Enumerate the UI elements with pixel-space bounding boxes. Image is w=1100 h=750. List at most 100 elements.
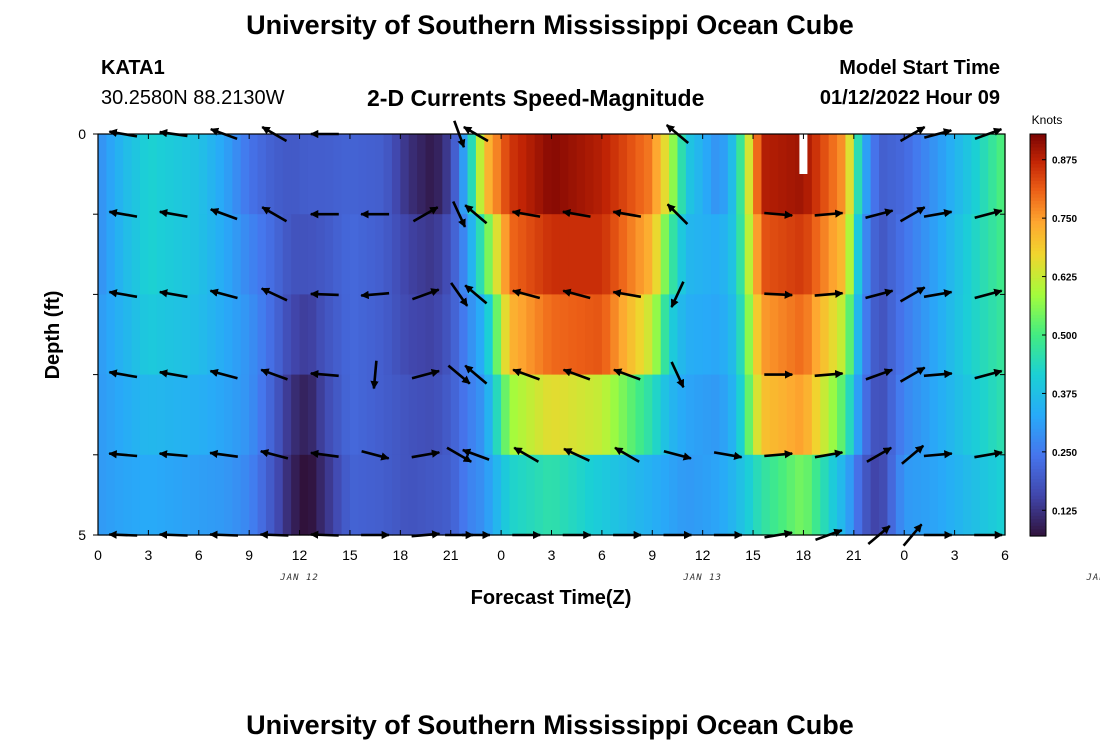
heatmap-cell <box>921 374 931 456</box>
heatmap-cell <box>123 294 133 376</box>
heatmap-cell <box>576 134 586 215</box>
heatmap-cell <box>921 214 931 295</box>
heatmap-cell <box>534 374 544 456</box>
colorbar-segment <box>1030 485 1046 490</box>
current-vector-arrow <box>899 206 926 223</box>
colorbar-tick-label: 0.250 <box>1052 448 1077 459</box>
heatmap-cell <box>156 134 166 215</box>
x-tick-label: 12 <box>292 547 308 563</box>
heatmap-cell <box>702 454 712 536</box>
heatmap-cell <box>425 134 435 215</box>
current-vector-arrow <box>108 289 138 299</box>
colorbar-segment <box>1030 184 1046 189</box>
heatmap-cell <box>543 134 553 215</box>
heatmap-cell <box>711 374 721 456</box>
heatmap-cell <box>585 454 595 536</box>
heatmap-cell <box>694 134 704 215</box>
colorbar-segment <box>1030 422 1046 427</box>
heatmap-cell <box>921 294 931 376</box>
heatmap-cell <box>601 374 611 456</box>
heatmap-cell <box>895 294 905 376</box>
heatmap-cell <box>568 294 578 376</box>
heatmap-cell <box>543 294 553 376</box>
heatmap-cell <box>744 134 754 215</box>
heatmap-cell <box>358 214 368 295</box>
heatmap-cell <box>341 134 351 215</box>
footer-title: University of Southern Mississippi Ocean… <box>246 710 854 740</box>
heatmap-cell <box>534 214 544 295</box>
colorbar-segment <box>1030 214 1046 219</box>
heatmap-cell <box>912 294 922 376</box>
heatmap-cell <box>307 294 317 376</box>
colorbar-segment <box>1030 234 1046 239</box>
heatmap-cell <box>895 214 905 295</box>
heatmap-cell <box>669 374 679 456</box>
heatmap-cell <box>249 374 259 456</box>
heatmap-cell <box>148 294 158 376</box>
heatmap-cell <box>475 374 485 456</box>
heatmap-cell <box>593 134 603 215</box>
heatmap-cell <box>274 374 284 456</box>
heatmap-cell <box>391 374 401 456</box>
heatmap-cell <box>123 214 133 295</box>
heatmap-cell <box>912 214 922 295</box>
heatmap-cell <box>492 134 502 215</box>
heatmap-cell <box>257 134 267 215</box>
current-vector-arrow <box>511 288 541 300</box>
heatmap-cell <box>484 374 494 456</box>
heatmap-cell <box>181 214 191 295</box>
heatmap-cell <box>459 214 469 295</box>
heatmap-cell <box>333 374 343 456</box>
heatmap-cell <box>484 214 494 295</box>
heatmap-cell <box>165 214 175 295</box>
current-vector-arrow <box>464 204 488 225</box>
chart-subtitle: 2-D Currents Speed-Magnitude <box>367 85 705 111</box>
heatmap-cell <box>585 294 595 376</box>
heatmap-cell <box>937 294 947 376</box>
heatmap-cell <box>937 134 947 215</box>
current-vector-arrow <box>974 449 1003 459</box>
heatmap-cell <box>123 134 133 215</box>
heatmap-cell <box>702 374 712 456</box>
heatmap-cell <box>753 454 763 536</box>
heatmap-cell <box>501 134 511 215</box>
heatmap-cell <box>375 294 385 376</box>
heatmap-cell <box>467 214 477 295</box>
heatmap-cell <box>786 134 796 215</box>
heatmap-cell <box>677 374 687 456</box>
heatmap-cell <box>215 134 225 215</box>
heatmap-cell <box>509 214 519 295</box>
heatmap-cell <box>198 454 208 536</box>
current-vector-arrow <box>814 289 844 298</box>
heatmap-cell <box>601 214 611 295</box>
y-tick-label: 0 <box>78 126 86 142</box>
colorbar-segment <box>1030 402 1046 406</box>
current-vector-arrow <box>412 206 439 223</box>
heatmap-cell <box>669 134 679 215</box>
heatmap-cell <box>282 214 292 295</box>
heatmap-cell <box>417 454 427 536</box>
heatmap-cell <box>215 214 225 295</box>
heatmap-cell <box>240 214 250 295</box>
colorbar-segment <box>1030 529 1046 534</box>
heatmap-cell <box>433 214 443 295</box>
heatmap-cell <box>727 374 737 456</box>
colorbar-segment <box>1030 345 1046 349</box>
heatmap-cell <box>895 374 905 456</box>
heatmap-cell <box>341 214 351 295</box>
heatmap-cell <box>887 294 897 376</box>
heatmap-cell <box>148 214 158 295</box>
heatmap-cell <box>425 294 435 376</box>
heatmap-cell <box>828 374 838 456</box>
x-tick-label: 18 <box>393 547 409 563</box>
current-vector-arrow <box>923 369 953 379</box>
colorbar-segment <box>1030 304 1046 309</box>
heatmap-cell <box>786 374 796 456</box>
heatmap-cell <box>316 454 326 536</box>
heatmap-cell <box>534 134 544 215</box>
current-vector-arrow <box>209 288 238 300</box>
colorbar-segment <box>1030 375 1046 380</box>
heatmap-cell <box>139 454 149 536</box>
heatmap-cell <box>652 374 662 456</box>
heatmap-cell <box>736 454 746 536</box>
